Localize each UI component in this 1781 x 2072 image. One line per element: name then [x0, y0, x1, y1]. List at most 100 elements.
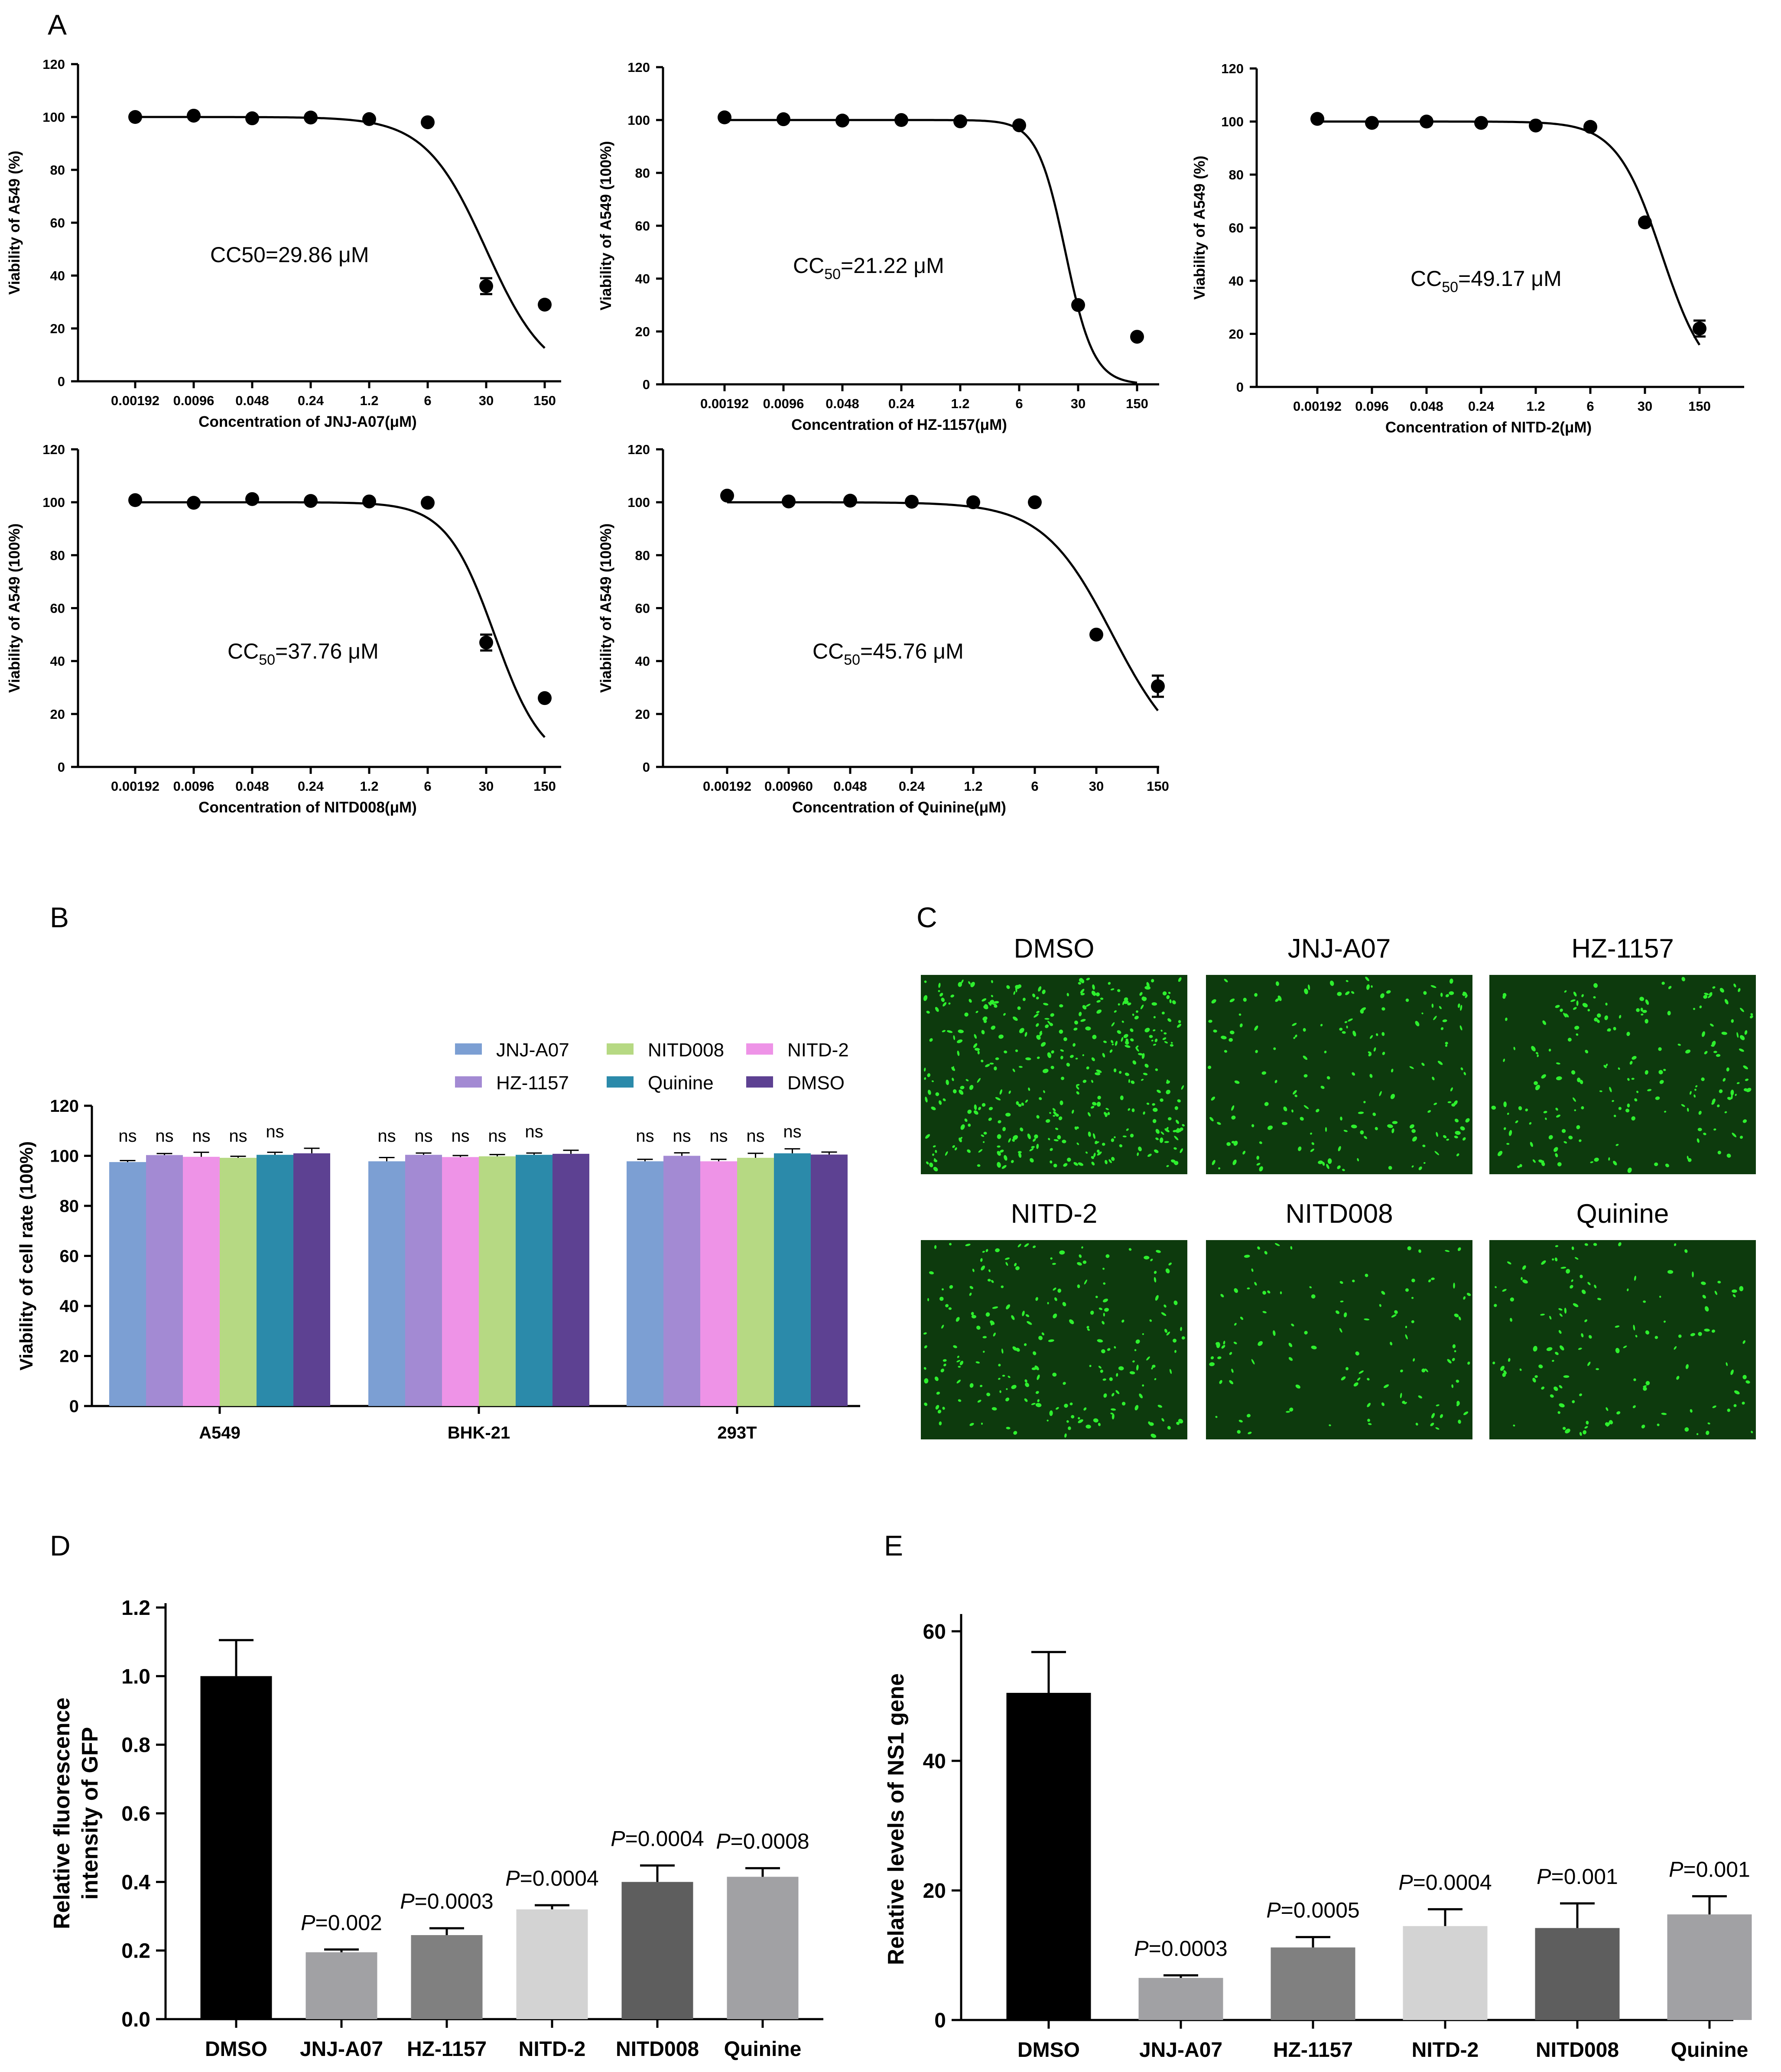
- cell-spot: [1574, 1026, 1580, 1030]
- cell-spot: [969, 1383, 974, 1388]
- x-tick-label: BHK-21: [448, 1423, 510, 1442]
- y-axis-title: Viability of A549 (100%): [598, 141, 614, 311]
- y-tick-label: 20: [635, 707, 650, 722]
- cell-spot: [1357, 1377, 1361, 1381]
- y-tick-label: 20: [923, 1880, 946, 1903]
- cell-spot: [1337, 1165, 1341, 1169]
- cell-spot: [946, 1079, 949, 1085]
- cell-spot: [1017, 1006, 1021, 1010]
- legend-label: NITD008: [648, 1039, 724, 1061]
- y-tick-label: 120: [50, 1097, 79, 1116]
- cell-spot: [1456, 1403, 1459, 1406]
- cell-spot: [1181, 1085, 1184, 1090]
- cell-spot: [1170, 1159, 1176, 1163]
- cell-spot: [1345, 991, 1350, 995]
- cell-spot: [1110, 988, 1115, 991]
- cell-spot: [924, 1345, 927, 1348]
- cell-spot: [1555, 1107, 1558, 1111]
- cell-spot: [1073, 1162, 1078, 1166]
- cell-spot: [1593, 983, 1598, 988]
- cell-spot: [1097, 1151, 1102, 1156]
- cell-spot: [1522, 1280, 1528, 1284]
- cell-spot: [1013, 991, 1016, 995]
- cell-spot: [1178, 1419, 1183, 1424]
- cell-spot: [1387, 1124, 1393, 1128]
- micrograph-background: [1489, 1240, 1756, 1439]
- cell-spot: [1283, 1106, 1287, 1111]
- cell-spot: [990, 1320, 995, 1325]
- cell-spot: [1052, 1372, 1057, 1377]
- cell-spot: [1052, 1263, 1056, 1265]
- cell-spot: [1096, 1009, 1102, 1014]
- cell-spot: [1040, 1042, 1046, 1047]
- cell-spot: [1223, 1341, 1225, 1345]
- cell-spot: [1571, 1279, 1573, 1282]
- cell-spot: [1541, 1260, 1546, 1265]
- cell-spot: [1730, 1089, 1734, 1096]
- cell-spot: [1115, 1390, 1120, 1394]
- cell-spot: [1603, 1065, 1607, 1068]
- cell-spot: [1533, 1346, 1537, 1352]
- cell-spot: [1098, 1422, 1101, 1426]
- cell-spot: [1013, 1135, 1018, 1140]
- cell-spot: [1522, 1265, 1526, 1270]
- cell-spot: [1654, 1162, 1658, 1166]
- cell-spot: [1039, 1032, 1043, 1036]
- cell-spot: [1454, 1118, 1459, 1123]
- cell-spot: [1659, 1296, 1661, 1298]
- p-value: =0.0008: [731, 1829, 809, 1854]
- significance-label: ns: [488, 1127, 506, 1146]
- cell-spot: [1221, 1036, 1227, 1039]
- cell-spot: [983, 1141, 985, 1143]
- cell-spot: [1639, 997, 1644, 1001]
- cell-spot: [1138, 1146, 1142, 1152]
- cell-spot: [924, 1402, 928, 1406]
- cell-spot: [1366, 984, 1370, 990]
- cell-spot: [1585, 1049, 1589, 1054]
- cell-spot: [1320, 1085, 1325, 1089]
- y-axis-title: Viability of A549 (%): [6, 151, 23, 295]
- significance-label: ns: [525, 1122, 543, 1141]
- cell-spot: [1024, 1343, 1027, 1346]
- cell-spot: [1273, 1047, 1276, 1050]
- cell-spot: [1596, 1368, 1599, 1371]
- p-value-label: P=0.0004: [611, 1826, 704, 1851]
- cc50-value: =21.22 μM: [841, 253, 944, 278]
- cell-spot: [1160, 1098, 1164, 1102]
- cell-spot: [1392, 1121, 1398, 1124]
- cell-spot: [1006, 1304, 1011, 1309]
- cc50-subscript: 50: [824, 266, 841, 283]
- cell-spot: [1597, 1298, 1602, 1300]
- data-point: [128, 493, 142, 507]
- cell-spot: [1570, 999, 1576, 1002]
- x-tick-label: 0.048: [833, 779, 867, 794]
- cell-spot: [957, 1355, 959, 1358]
- cell-spot: [1292, 1023, 1297, 1026]
- cell-spot: [1633, 1325, 1635, 1331]
- cell-spot: [1309, 1286, 1312, 1289]
- cell-spot: [1368, 1051, 1372, 1054]
- cell-spot: [1615, 1325, 1620, 1328]
- cell-spot: [1661, 981, 1665, 985]
- x-tick-label: HZ-1157: [407, 2038, 487, 2061]
- cell-spot: [1057, 1135, 1061, 1140]
- cell-spot: [1581, 1289, 1586, 1294]
- cell-spot: [1458, 1316, 1461, 1321]
- cell-spot: [1234, 1288, 1238, 1293]
- cell-spot: [1209, 1117, 1214, 1121]
- cell-spot: [1043, 1003, 1049, 1006]
- cell-spot: [1016, 1101, 1019, 1105]
- cell-spot: [1162, 991, 1167, 996]
- cell-spot: [1337, 992, 1342, 996]
- cc50-prefix: CC50: [210, 243, 266, 267]
- cell-spot: [1360, 1130, 1364, 1135]
- cell-spot: [1433, 1016, 1437, 1020]
- cell-spot: [1002, 1374, 1005, 1377]
- image-label: HZ-1157: [1571, 934, 1674, 964]
- cell-spot: [952, 1066, 954, 1071]
- cell-spot: [1576, 1078, 1581, 1082]
- cell-spot: [1076, 1091, 1079, 1095]
- cell-spot: [1060, 1049, 1064, 1052]
- y-axis-title: Viability of cell rate (100%): [16, 1141, 36, 1371]
- cell-spot: [1415, 1021, 1420, 1026]
